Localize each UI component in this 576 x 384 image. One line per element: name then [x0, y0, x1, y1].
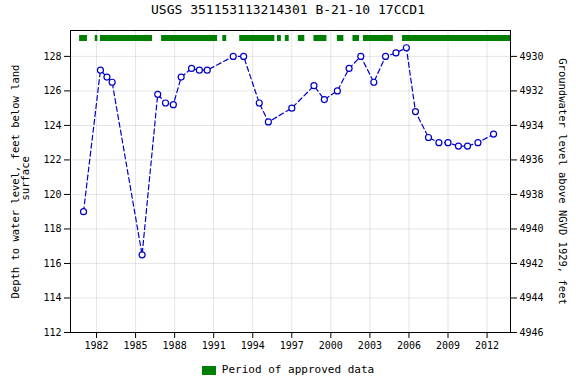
svg-text:4936: 4936	[520, 154, 544, 165]
svg-text:4938: 4938	[520, 189, 544, 200]
svg-text:1994: 1994	[241, 340, 265, 351]
svg-text:114: 114	[43, 292, 61, 303]
svg-text:2003: 2003	[358, 340, 382, 351]
html-text:Period of approved data: Period of approved data	[221, 363, 375, 376]
svg-text:118: 118	[43, 223, 61, 234]
svg-text:2009: 2009	[436, 340, 460, 351]
svg-text:122: 122	[43, 154, 61, 165]
svg-text:1988: 1988	[163, 340, 187, 351]
svg-text:4930: 4930	[520, 51, 544, 62]
svg-text:4944: 4944	[520, 292, 544, 303]
svg-text:4940: 4940	[520, 223, 544, 234]
svg-text:Groundwater level above NGVD 1: Groundwater level above NGVD 1929, feet	[557, 58, 569, 305]
svg-text:1997: 1997	[280, 340, 304, 351]
svg-text:124: 124	[43, 120, 61, 131]
svg-text:2006: 2006	[397, 340, 421, 351]
svg-text:128: 128	[43, 51, 61, 62]
svg-text:2000: 2000	[319, 340, 343, 351]
svg-text:4932: 4932	[520, 85, 544, 96]
svg-text:2012: 2012	[475, 340, 499, 351]
svg-text:112: 112	[43, 327, 61, 338]
svg-text:1982: 1982	[84, 340, 108, 351]
svg-text:126: 126	[43, 85, 61, 96]
svg-text:1985: 1985	[124, 340, 148, 351]
svg-text:4934: 4934	[520, 120, 544, 131]
svg-text:116: 116	[43, 258, 61, 269]
svg-text:4942: 4942	[520, 258, 544, 269]
svg-text:4946: 4946	[520, 327, 544, 338]
svg-text:Depth to water level, feet bel: Depth to water level, feet below land su…	[9, 65, 32, 299]
html-text:USGS 351153113214301 B-21-10 1: USGS 351153113214301 B-21-10 17CCD1	[151, 2, 425, 17]
svg-text:120: 120	[43, 189, 61, 200]
svg-text:1991: 1991	[202, 340, 226, 351]
